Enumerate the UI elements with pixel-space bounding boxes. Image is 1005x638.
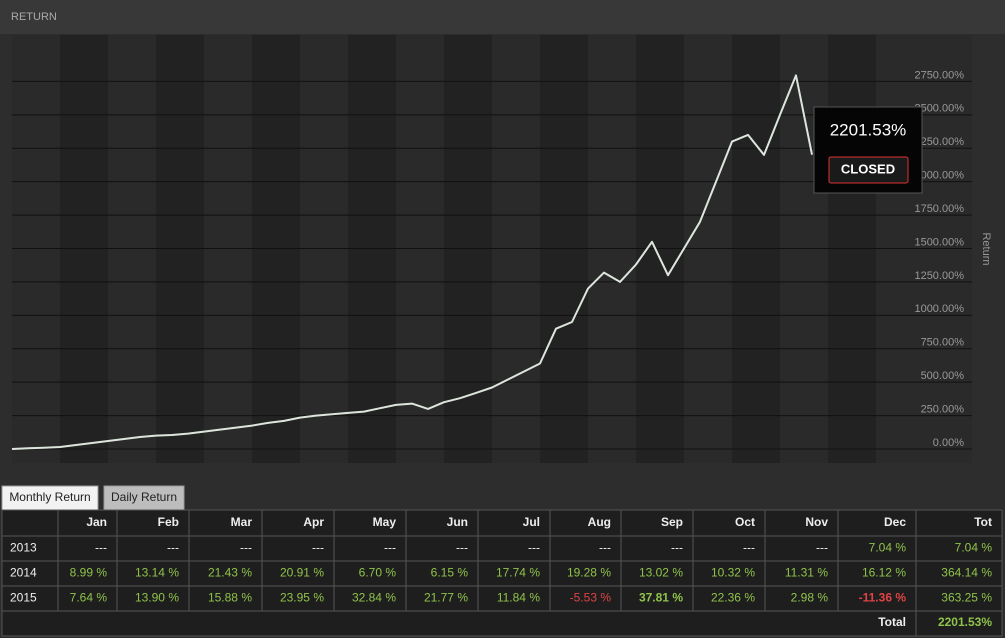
y-tick-label: 1750.00% bbox=[914, 203, 964, 215]
table-cell: 7.64 % bbox=[70, 591, 108, 605]
y-tick-label: 2750.00% bbox=[914, 69, 964, 81]
table-cell: 21.77 % bbox=[424, 591, 468, 605]
column-header: Apr bbox=[303, 515, 324, 529]
y-tick-label: 2250.00% bbox=[914, 136, 964, 148]
y-tick-label: 1250.00% bbox=[914, 270, 964, 282]
column-header: Dec bbox=[884, 515, 906, 529]
table-cell: --- bbox=[816, 541, 828, 555]
table-cell: --- bbox=[167, 541, 179, 555]
total-label: Total bbox=[878, 615, 906, 629]
y-tick-label: 1000.00% bbox=[914, 303, 964, 315]
table-cell: 21.43 % bbox=[208, 566, 252, 580]
row-year: 2013 bbox=[10, 541, 37, 555]
row-year: 2014 bbox=[10, 566, 37, 580]
table-cell: --- bbox=[456, 541, 468, 555]
column-header: Feb bbox=[158, 515, 179, 529]
table-cell: 2.98 % bbox=[791, 591, 829, 605]
table-cell: 13.90 % bbox=[135, 591, 179, 605]
tab-label[interactable]: Monthly Return bbox=[9, 490, 90, 504]
table-cell: 32.84 % bbox=[352, 591, 396, 605]
tab[interactable] bbox=[1, 485, 99, 511]
total-value: 2201.53% bbox=[938, 615, 992, 629]
table-cell: --- bbox=[599, 541, 611, 555]
table-cell: --- bbox=[743, 541, 755, 555]
y-tick-label: 250.00% bbox=[921, 403, 965, 415]
table bbox=[1, 509, 1003, 637]
column-header: Jul bbox=[523, 515, 540, 529]
table-cell: -11.36 % bbox=[859, 591, 907, 605]
y-tick-label: 2500.00% bbox=[914, 103, 964, 115]
y-tick-label: 1500.00% bbox=[914, 236, 964, 248]
status-label: CLOSED bbox=[841, 161, 895, 176]
column-header: Nov bbox=[805, 515, 828, 529]
row-year: 2015 bbox=[10, 591, 37, 605]
status-badge bbox=[828, 156, 909, 184]
table-cell: 6.70 % bbox=[359, 566, 397, 580]
table-cell: 6.15 % bbox=[431, 566, 469, 580]
header-bar bbox=[0, 0, 1005, 34]
column-header: Jun bbox=[447, 515, 468, 529]
y-axis-label: Return bbox=[980, 232, 992, 265]
table-cell: 11.84 % bbox=[497, 591, 540, 605]
tooltip-value: 2201.53% bbox=[830, 120, 907, 139]
table-cell: 23.95 % bbox=[280, 591, 324, 605]
table-cell: 17.74 % bbox=[496, 566, 540, 580]
table-cell: 11.31 % bbox=[785, 566, 828, 580]
table-cell: 13.02 % bbox=[639, 566, 683, 580]
table-cell: --- bbox=[671, 541, 683, 555]
y-tick-label: 0.00% bbox=[933, 437, 964, 449]
y-tick-label: 500.00% bbox=[921, 370, 965, 382]
column-header: Jan bbox=[86, 515, 107, 529]
table-cell: 22.36 % bbox=[711, 591, 755, 605]
table-cell: --- bbox=[240, 541, 252, 555]
table-cell: 10.32 % bbox=[711, 566, 755, 580]
column-header: Tot bbox=[974, 515, 992, 529]
table-cell: --- bbox=[384, 541, 396, 555]
column-header: May bbox=[373, 515, 397, 529]
table-cell: -5.53 % bbox=[570, 591, 612, 605]
table-cell: --- bbox=[312, 541, 324, 555]
line bbox=[11, 74, 813, 450]
column-header: Sep bbox=[661, 515, 683, 529]
column-header: Aug bbox=[588, 515, 611, 529]
table-cell: 363.25 % bbox=[941, 591, 992, 605]
table-cell: 37.81 % bbox=[639, 591, 683, 605]
y-tick-label: 750.00% bbox=[921, 337, 965, 349]
table-cell: 15.88 % bbox=[208, 591, 252, 605]
y-tick-label: 2000.00% bbox=[914, 170, 964, 182]
table-cell: 19.28 % bbox=[567, 566, 611, 580]
table-cell: 8.99 % bbox=[70, 566, 108, 580]
table-cell: 20.91 % bbox=[280, 566, 324, 580]
table-cell: --- bbox=[95, 541, 107, 555]
column-header: Mar bbox=[231, 515, 253, 529]
column-header: Oct bbox=[735, 515, 755, 529]
panel-title: RETURN bbox=[11, 11, 57, 23]
tab-label[interactable]: Daily Return bbox=[111, 490, 177, 504]
table-cell: 364.14 % bbox=[941, 566, 992, 580]
tab[interactable] bbox=[103, 485, 185, 511]
table-cell: 16.12 % bbox=[862, 566, 906, 580]
table-cell: 7.04 % bbox=[955, 541, 993, 555]
table-cell: --- bbox=[528, 541, 540, 555]
table-cell: 7.04 % bbox=[869, 541, 907, 555]
table-cell: 13.14 % bbox=[135, 566, 179, 580]
